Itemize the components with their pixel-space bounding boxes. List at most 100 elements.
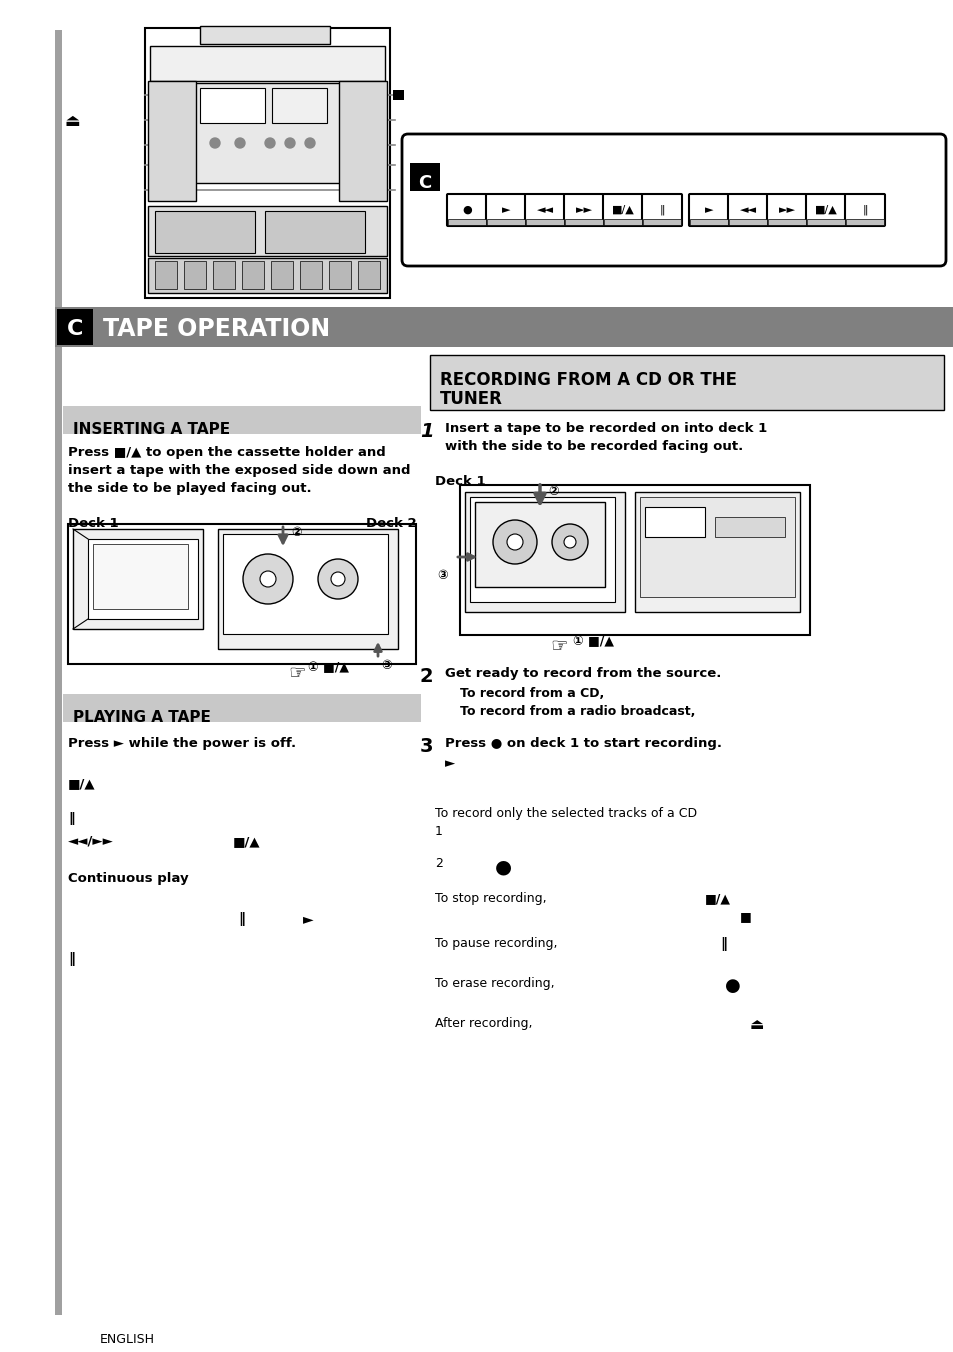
- Text: ■/▲: ■/▲: [704, 892, 730, 904]
- Text: ◄◄: ◄◄: [536, 206, 553, 215]
- Text: ■/▲: ■/▲: [68, 777, 95, 790]
- Text: ■/▲: ■/▲: [611, 206, 634, 215]
- Text: ① ■/▲: ① ■/▲: [573, 635, 614, 648]
- Bar: [150, 46, 385, 81]
- Text: ●: ●: [724, 977, 740, 995]
- Bar: [184, 261, 206, 289]
- Text: ■: ■: [740, 910, 751, 923]
- Circle shape: [265, 138, 274, 147]
- Circle shape: [305, 138, 314, 147]
- Text: ■/▲: ■/▲: [814, 206, 837, 215]
- Text: ‖: ‖: [68, 813, 74, 825]
- Circle shape: [234, 138, 245, 147]
- Text: ③: ③: [436, 569, 447, 581]
- Circle shape: [243, 554, 293, 604]
- Text: ►►: ►►: [575, 206, 592, 215]
- Text: ②: ②: [291, 526, 301, 539]
- Text: ☞: ☞: [288, 664, 305, 683]
- Text: Get ready to record from the source.: Get ready to record from the source.: [444, 667, 720, 680]
- FancyBboxPatch shape: [485, 193, 525, 226]
- Bar: [63, 406, 420, 434]
- Text: 1: 1: [435, 825, 442, 838]
- Text: TUNER: TUNER: [439, 389, 502, 408]
- Text: with the side to be recorded facing out.: with the side to be recorded facing out.: [444, 439, 742, 453]
- Text: ►: ►: [303, 913, 314, 926]
- Bar: [603, 219, 641, 224]
- Text: ⏏: ⏏: [749, 1017, 763, 1032]
- FancyBboxPatch shape: [447, 193, 486, 226]
- Bar: [218, 529, 397, 649]
- FancyBboxPatch shape: [524, 193, 564, 226]
- Bar: [55, 30, 62, 1315]
- Bar: [55, 307, 953, 347]
- Text: ②: ②: [547, 485, 558, 498]
- Text: the side to be played facing out.: the side to be played facing out.: [68, 483, 312, 495]
- Text: 3: 3: [419, 737, 433, 756]
- Text: INSERTING A TAPE: INSERTING A TAPE: [73, 422, 230, 437]
- Bar: [154, 261, 177, 289]
- Text: ●: ●: [495, 857, 512, 876]
- Bar: [73, 529, 203, 629]
- Bar: [57, 310, 92, 345]
- FancyBboxPatch shape: [602, 193, 642, 226]
- FancyBboxPatch shape: [844, 193, 884, 226]
- Bar: [272, 88, 327, 123]
- Bar: [148, 206, 387, 256]
- Bar: [393, 91, 403, 100]
- Text: Deck 1: Deck 1: [435, 475, 485, 488]
- Text: Continuous play: Continuous play: [68, 872, 189, 886]
- Bar: [145, 28, 390, 297]
- Circle shape: [285, 138, 294, 147]
- Text: ‖: ‖: [720, 937, 726, 950]
- Text: ‖: ‖: [237, 913, 245, 926]
- Bar: [459, 485, 809, 635]
- Bar: [200, 26, 330, 45]
- Bar: [223, 534, 388, 634]
- Bar: [271, 261, 293, 289]
- Text: Press ► while the power is off.: Press ► while the power is off.: [68, 737, 295, 750]
- Bar: [644, 507, 704, 537]
- Bar: [430, 356, 943, 410]
- Text: 2: 2: [419, 667, 434, 685]
- Bar: [242, 261, 264, 289]
- Bar: [845, 219, 883, 224]
- Bar: [299, 261, 322, 289]
- Text: ►: ►: [704, 206, 713, 215]
- Text: ⏏: ⏏: [64, 112, 80, 130]
- FancyBboxPatch shape: [688, 193, 728, 226]
- FancyBboxPatch shape: [766, 193, 806, 226]
- FancyBboxPatch shape: [563, 193, 603, 226]
- Bar: [213, 261, 234, 289]
- Text: C: C: [418, 174, 431, 192]
- FancyBboxPatch shape: [727, 193, 767, 226]
- Text: C: C: [67, 319, 83, 339]
- Text: ►►: ►►: [778, 206, 795, 215]
- Text: ‖: ‖: [659, 204, 664, 215]
- Bar: [464, 492, 624, 612]
- Circle shape: [506, 534, 522, 550]
- Bar: [92, 544, 188, 608]
- Bar: [430, 356, 943, 410]
- Text: To record only the selected tracks of a CD: To record only the selected tracks of a …: [435, 807, 697, 821]
- Text: ‖: ‖: [862, 204, 867, 215]
- Bar: [154, 211, 254, 253]
- Bar: [448, 219, 485, 224]
- Bar: [525, 219, 563, 224]
- Text: ☞: ☞: [550, 637, 567, 656]
- Bar: [728, 219, 766, 224]
- Bar: [635, 492, 800, 612]
- Text: Deck 2: Deck 2: [366, 516, 416, 530]
- Text: Insert a tape to be recorded on into deck 1: Insert a tape to be recorded on into dec…: [444, 422, 766, 435]
- Text: 2: 2: [435, 857, 442, 869]
- Bar: [475, 502, 604, 587]
- Text: ENGLISH: ENGLISH: [100, 1333, 154, 1347]
- Text: To record from a radio broadcast,: To record from a radio broadcast,: [459, 704, 695, 718]
- FancyBboxPatch shape: [641, 193, 681, 226]
- Text: ③: ③: [380, 658, 392, 672]
- Text: Press ● on deck 1 to start recording.: Press ● on deck 1 to start recording.: [444, 737, 721, 750]
- Bar: [639, 498, 794, 598]
- Text: ►: ►: [444, 757, 455, 771]
- Text: ■/▲: ■/▲: [233, 836, 260, 848]
- Bar: [68, 525, 416, 664]
- Text: ◄◄/►►: ◄◄/►►: [68, 836, 113, 848]
